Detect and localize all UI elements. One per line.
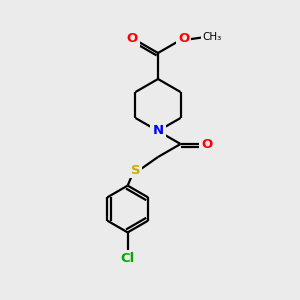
Text: S: S [131,164,140,176]
Text: CH₃: CH₃ [202,32,221,42]
Text: O: O [178,32,189,46]
Text: O: O [201,137,212,151]
Text: N: N [152,124,164,137]
Text: Cl: Cl [121,252,135,266]
Text: O: O [127,32,138,46]
